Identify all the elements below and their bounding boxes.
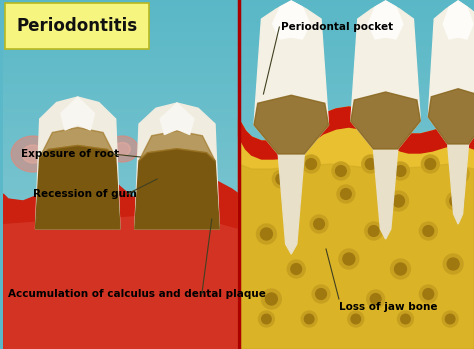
Polygon shape (135, 103, 219, 229)
Circle shape (401, 314, 410, 324)
Circle shape (425, 158, 436, 169)
Circle shape (256, 224, 276, 244)
Circle shape (447, 258, 459, 270)
Circle shape (337, 185, 355, 203)
Circle shape (273, 170, 290, 188)
Circle shape (370, 294, 381, 304)
Circle shape (276, 173, 287, 184)
Circle shape (446, 314, 455, 324)
Circle shape (365, 158, 376, 169)
Polygon shape (3, 214, 238, 349)
Polygon shape (3, 169, 238, 349)
Circle shape (265, 293, 277, 305)
Polygon shape (374, 149, 398, 239)
Polygon shape (447, 144, 468, 224)
Circle shape (446, 192, 464, 210)
Polygon shape (368, 1, 403, 39)
Circle shape (362, 155, 380, 173)
Circle shape (287, 260, 305, 278)
Circle shape (316, 289, 327, 299)
Polygon shape (428, 1, 474, 144)
Circle shape (391, 259, 410, 279)
Polygon shape (135, 149, 219, 229)
Circle shape (365, 222, 383, 240)
Circle shape (301, 311, 317, 327)
Circle shape (443, 254, 463, 274)
Circle shape (395, 165, 406, 176)
Ellipse shape (107, 136, 138, 162)
Circle shape (258, 311, 274, 327)
Polygon shape (238, 164, 474, 349)
Polygon shape (273, 1, 310, 39)
Ellipse shape (165, 148, 179, 160)
FancyBboxPatch shape (5, 3, 149, 49)
Text: Accumulation of calculus and dental plaque: Accumulation of calculus and dental plaq… (8, 289, 266, 299)
Polygon shape (36, 97, 120, 229)
Ellipse shape (114, 142, 130, 156)
Ellipse shape (22, 145, 44, 163)
Circle shape (421, 155, 439, 173)
Circle shape (392, 195, 404, 207)
Polygon shape (278, 154, 304, 254)
Circle shape (455, 169, 465, 179)
Text: Recession of gum: Recession of gum (33, 189, 137, 199)
Circle shape (368, 225, 379, 236)
Text: Periodontitis: Periodontitis (16, 17, 137, 35)
Circle shape (302, 155, 320, 173)
Circle shape (348, 311, 364, 327)
Polygon shape (40, 127, 116, 157)
Circle shape (367, 290, 384, 308)
Polygon shape (238, 107, 474, 159)
Circle shape (310, 215, 328, 233)
Polygon shape (254, 1, 328, 154)
Text: Exposure of root: Exposure of root (21, 149, 119, 159)
Polygon shape (428, 89, 474, 144)
Circle shape (389, 191, 409, 211)
Circle shape (291, 263, 301, 274)
Circle shape (392, 162, 410, 180)
Circle shape (283, 195, 300, 213)
Circle shape (398, 311, 413, 327)
Circle shape (340, 188, 351, 199)
Ellipse shape (158, 142, 186, 166)
Circle shape (304, 314, 314, 324)
Polygon shape (351, 1, 420, 149)
Ellipse shape (60, 126, 96, 156)
Circle shape (423, 225, 434, 236)
Circle shape (262, 314, 271, 324)
Circle shape (312, 285, 330, 303)
Polygon shape (254, 95, 328, 154)
Circle shape (262, 289, 281, 309)
Circle shape (450, 195, 461, 206)
Circle shape (442, 311, 458, 327)
Circle shape (336, 165, 346, 176)
Polygon shape (139, 131, 215, 161)
Circle shape (260, 228, 273, 240)
Circle shape (306, 158, 317, 169)
Circle shape (419, 222, 437, 240)
Polygon shape (351, 92, 420, 149)
Circle shape (451, 165, 469, 183)
Polygon shape (238, 107, 474, 349)
Polygon shape (36, 146, 120, 229)
Circle shape (394, 263, 407, 275)
Polygon shape (160, 103, 194, 134)
Circle shape (332, 162, 350, 180)
Circle shape (339, 249, 359, 269)
Polygon shape (61, 97, 95, 130)
Ellipse shape (69, 134, 87, 149)
Polygon shape (443, 1, 473, 39)
Ellipse shape (11, 136, 55, 172)
Circle shape (286, 199, 297, 209)
Circle shape (419, 285, 437, 303)
Circle shape (423, 289, 434, 299)
Text: Periodontal pocket: Periodontal pocket (281, 22, 393, 32)
Circle shape (351, 314, 361, 324)
Text: Loss of jaw bone: Loss of jaw bone (339, 302, 438, 312)
Circle shape (314, 218, 324, 229)
Circle shape (343, 253, 355, 265)
